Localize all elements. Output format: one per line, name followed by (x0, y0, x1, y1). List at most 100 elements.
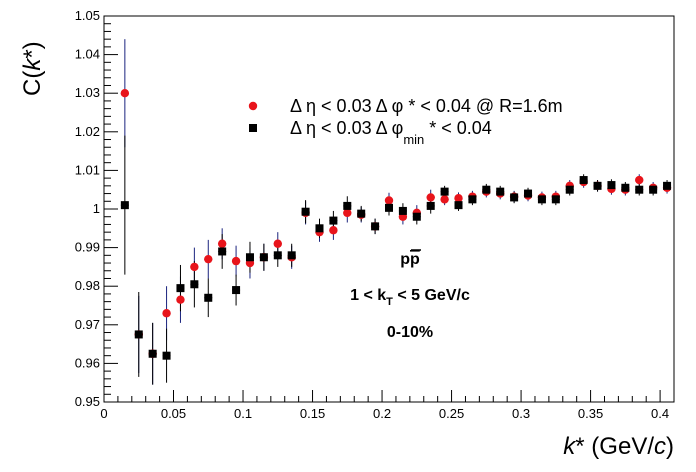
data-point-square (245, 253, 254, 262)
data-point-square (482, 185, 491, 194)
data-point-square (621, 183, 630, 192)
data-point-square (204, 293, 213, 302)
x-title-c: c (654, 433, 666, 460)
data-point-circle (384, 196, 394, 205)
kt-range-label: 1 < kT < 5 GeV/c (350, 287, 470, 308)
data-point-square (454, 201, 463, 210)
x-tick-label: 0.25 (439, 406, 464, 421)
x-tick-label: 0.15 (300, 406, 325, 421)
system-bar: p (410, 251, 420, 268)
data-point-square (357, 209, 366, 218)
x-tick-label: 0.1 (234, 406, 252, 421)
data-point-square (162, 351, 171, 360)
data-point-circle (162, 309, 171, 318)
data-point-square (426, 201, 435, 210)
data-point-square (329, 216, 338, 225)
legend-entry-text: Δ η < 0.03 Δ φ * < 0.04 @ R=1.6m (290, 96, 563, 116)
data-point-circle (176, 295, 185, 304)
data-point-square (287, 251, 296, 260)
data-point-square (593, 181, 602, 190)
data-point-circle (635, 175, 644, 185)
x-tick-label: 0 (100, 406, 107, 421)
kt-suffix: < 5 GeV/c (393, 287, 470, 304)
data-point-square (232, 286, 241, 295)
data-point-square (663, 181, 672, 190)
data-point-square (301, 207, 310, 216)
data-point-square (273, 251, 282, 260)
data-point-circle (426, 193, 435, 202)
data-point-circle (190, 262, 199, 272)
data-point-square (259, 253, 268, 262)
y-tick-label: 0.95 (75, 394, 100, 409)
data-point-square (649, 185, 658, 194)
centrality-label: 0-10% (387, 324, 433, 341)
data-point-square (134, 330, 143, 339)
data-point-square (176, 284, 185, 293)
legend-subscript: min (403, 132, 424, 147)
data-point-square (412, 212, 421, 221)
data-point-square (371, 222, 380, 231)
legend-entry-text: Δ η < 0.03 Δ φmin * < 0.04 (290, 118, 492, 147)
legend-text-part: * < 0.04 (424, 118, 492, 138)
data-point-square (551, 195, 560, 204)
data-point-square (343, 201, 352, 210)
y-tick-label: 0.98 (75, 278, 100, 293)
y-tick-label: 1.01 (75, 162, 100, 177)
legend-text-part: Δ η < 0.03 Δ φ (290, 118, 403, 138)
data-point-square (148, 349, 157, 358)
data-point-circle (343, 208, 352, 218)
y-tick-label: 1.02 (75, 124, 100, 139)
legend-marker-square (249, 124, 257, 132)
data-point-square (579, 176, 588, 185)
x-tick-label: 0.05 (161, 406, 186, 421)
system-base: p (400, 251, 410, 268)
y-tick-label: 1.03 (75, 85, 100, 100)
data-point-circle (204, 254, 213, 264)
data-point-square (565, 185, 574, 194)
legend-text-part: Δ η < 0.03 Δ φ (290, 96, 403, 116)
data-point-square (537, 195, 546, 204)
legend-marker-circle (248, 101, 258, 111)
data-markers (120, 89, 672, 360)
x-title-k: k (563, 433, 577, 460)
annotations: pp 1 < kT < 5 GeV/c 0-10% (350, 249, 470, 341)
legend: Δ η < 0.03 Δ φ * < 0.04 @ R=1.6mΔ η < 0.… (248, 96, 563, 147)
data-point-circle (217, 239, 227, 248)
x-tick-label: 0.35 (578, 406, 603, 421)
data-point-square (635, 185, 644, 194)
y-tick-label: 0.99 (75, 240, 100, 255)
data-point-square (385, 203, 393, 212)
x-axis-title: k* (GeV/c) (563, 433, 674, 460)
data-point-square (440, 187, 449, 196)
data-point-square (218, 247, 227, 256)
data-point-square (398, 206, 407, 215)
data-point-square (510, 193, 519, 202)
data-point-circle (329, 226, 338, 235)
x-tick-label: 0.3 (512, 406, 530, 421)
data-point-square (315, 224, 324, 233)
system-label: pp (400, 251, 420, 268)
y-tick-label: 0.96 (75, 355, 100, 370)
kt-sub: T (386, 296, 393, 308)
axis-tick-labels: 0 0.05 0.1 0.15 0.2 0.25 0.3 0.35 0.4 0.95 0.96 0.9… (75, 8, 669, 421)
y-tick-label: 1.05 (75, 8, 100, 23)
y-axis-title: C(k*) (19, 41, 46, 96)
x-tick-label: 0.4 (651, 406, 669, 421)
data-point-circle (273, 239, 282, 248)
data-point-square (190, 280, 199, 289)
data-point-square (468, 195, 477, 204)
data-point-square (120, 201, 129, 210)
data-point-square (607, 181, 616, 190)
x-tick-label: 0.2 (373, 406, 391, 421)
legend-text-part: * < 0.04 @ R=1.6m (403, 96, 562, 116)
y-tick-label: 1 (93, 201, 100, 216)
data-point-circle (454, 193, 463, 203)
axis-ticks (103, 15, 661, 403)
y-title-k: k (19, 57, 46, 71)
data-point-square (496, 187, 505, 196)
kt-prefix: 1 < k (350, 287, 386, 304)
data-point-circle (440, 195, 449, 204)
y-tick-label: 1.04 (75, 47, 100, 62)
data-point-square (524, 189, 533, 198)
